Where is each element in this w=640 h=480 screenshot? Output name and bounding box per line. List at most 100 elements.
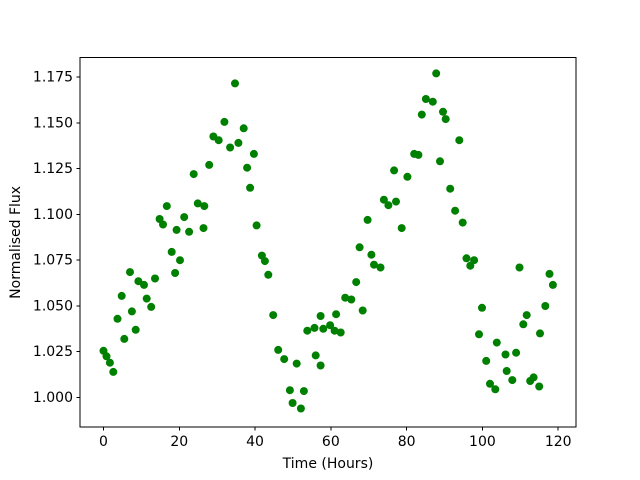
data-point [367,250,376,259]
data-point [548,280,557,289]
data-point [330,326,339,335]
axes-spines [79,57,577,428]
data-point [109,367,118,376]
data-point [176,256,184,265]
data-point [432,69,441,78]
data-point [446,184,455,193]
data-point [172,225,181,234]
data-point [439,107,447,116]
data-point [403,172,412,181]
data-point [292,359,301,368]
data-point [311,351,320,360]
data-point [231,79,239,88]
data-point [105,358,114,367]
y-tick-label: 1.025 [33,344,73,360]
data-point [478,303,486,312]
data-point [205,160,214,169]
data-point [352,278,361,287]
data-point [379,195,388,204]
data-point [501,350,510,359]
data-point [529,373,538,382]
data-point [171,269,180,277]
data-point [545,269,554,278]
data-point [303,326,312,335]
data-point [470,256,479,265]
data-point [316,312,325,320]
data-point [319,324,328,333]
data-point [358,306,367,315]
x-tick-label: 40 [246,434,264,450]
plot-area [80,57,576,428]
y-tick-label: 1.050 [33,298,73,314]
data-point [390,166,399,175]
data-point [421,95,430,103]
data-point [226,143,235,152]
data-point [428,97,437,106]
data-point [332,310,341,319]
data-point [515,263,524,272]
data-point [162,202,171,211]
data-point [189,170,198,179]
data-point [436,157,444,166]
data-point [243,163,252,172]
data-point [180,213,189,222]
data-points-layer [99,69,557,413]
data-point [482,356,491,365]
data-point [102,352,111,361]
x-tick-label: 120 [545,434,572,450]
data-point [417,110,426,119]
x-tick-label: 80 [398,434,416,450]
data-point [455,136,464,145]
data-point [142,294,151,303]
data-point [264,270,273,279]
data-point [285,386,294,395]
y-tick-label: 1.125 [33,161,73,177]
data-point [492,338,501,347]
data-point [185,227,194,236]
data-point [127,307,136,316]
data-point [441,115,450,124]
data-point [214,136,223,145]
data-point [363,215,372,224]
data-point [341,293,350,302]
x-tick-label: 20 [170,434,188,450]
data-point [355,243,364,252]
data-point [512,348,521,357]
data-point [414,150,423,159]
data-point [370,260,378,269]
data-point [113,314,122,323]
data-point [280,355,289,364]
data-point [397,224,406,233]
data-point [519,320,528,329]
data-point [249,149,258,158]
data-point [376,263,385,272]
data-point [220,117,229,126]
data-point [458,218,467,227]
data-point [193,199,202,208]
data-point [316,361,325,370]
data-point [260,257,269,266]
y-tick-label: 1.175 [33,70,73,86]
data-point [392,197,400,206]
data-point [486,379,494,388]
data-point [131,325,140,334]
x-tick-label: 100 [469,434,496,450]
data-point [147,302,156,311]
data-point [491,385,500,394]
y-tick-label: 1.100 [33,207,73,223]
data-point [252,221,261,230]
data-point [269,311,278,320]
data-point [535,382,544,391]
data-point [475,330,483,339]
x-axis-label: Time (Hours) [282,456,374,472]
data-point [200,202,209,211]
data-point [451,206,460,215]
x-tick-label: 60 [322,434,340,450]
y-tick-label: 1.075 [33,253,73,269]
data-point [239,124,248,133]
data-point [502,367,511,375]
data-point [120,334,129,343]
data-point [167,247,176,256]
